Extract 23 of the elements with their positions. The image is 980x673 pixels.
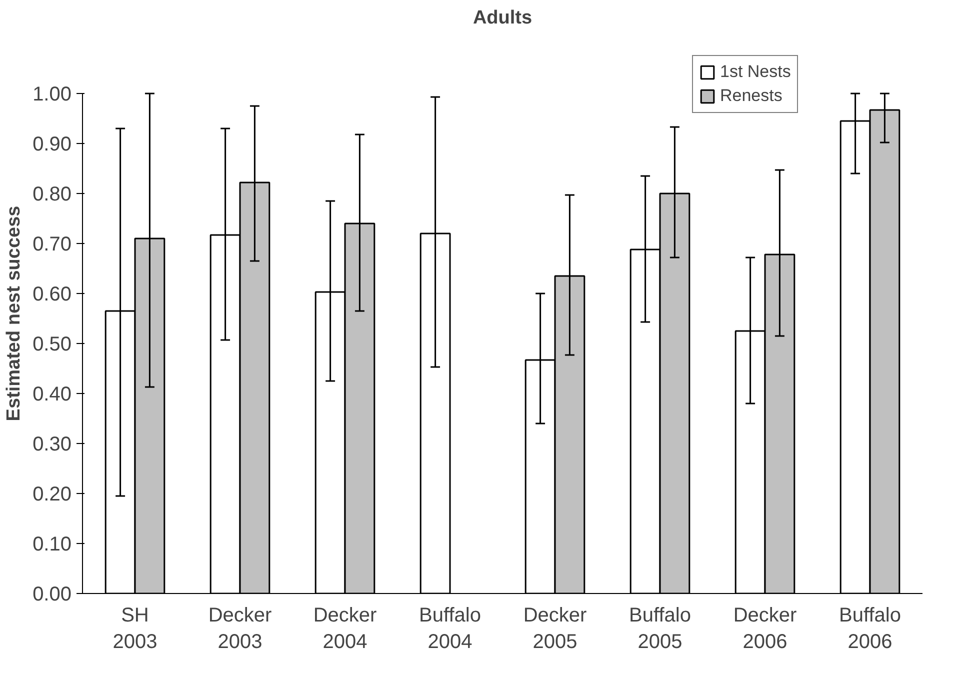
- x-tick-label: Buffalo 2004: [419, 604, 481, 653]
- y-tick-label: 0.40: [32, 384, 72, 406]
- x-tick-label: Buffalo 2005: [629, 604, 691, 653]
- y-tick-label: 0.20: [32, 484, 72, 506]
- y-tick-label: 0.80: [32, 184, 72, 206]
- x-tick-label: Buffalo 2006: [839, 604, 901, 653]
- y-tick-label: 0.00: [32, 584, 72, 606]
- legend-label: Renests: [720, 86, 782, 106]
- y-tick-label: 0.70: [32, 234, 72, 256]
- y-tick-label: 1.00: [32, 84, 72, 106]
- y-tick-label: 0.60: [32, 284, 72, 306]
- legend-label: 1st Nests: [720, 62, 791, 82]
- y-axis-title: Estimated nest success: [4, 206, 25, 422]
- chart-title: Adults: [472, 8, 532, 28]
- y-tick-label: 0.90: [32, 134, 72, 156]
- y-tick-label: 0.50: [32, 334, 72, 356]
- x-tick-label: Decker 2006: [733, 604, 798, 653]
- x-tick-label: Decker 2003: [208, 604, 272, 653]
- y-tick-label: 0.30: [32, 434, 72, 456]
- x-tick-label: Decker 2004: [313, 604, 378, 653]
- x-tick-label: SH 2003: [112, 604, 158, 653]
- x-tick-label: Decker 2005: [523, 604, 588, 653]
- y-tick-label: 0.10: [32, 534, 72, 556]
